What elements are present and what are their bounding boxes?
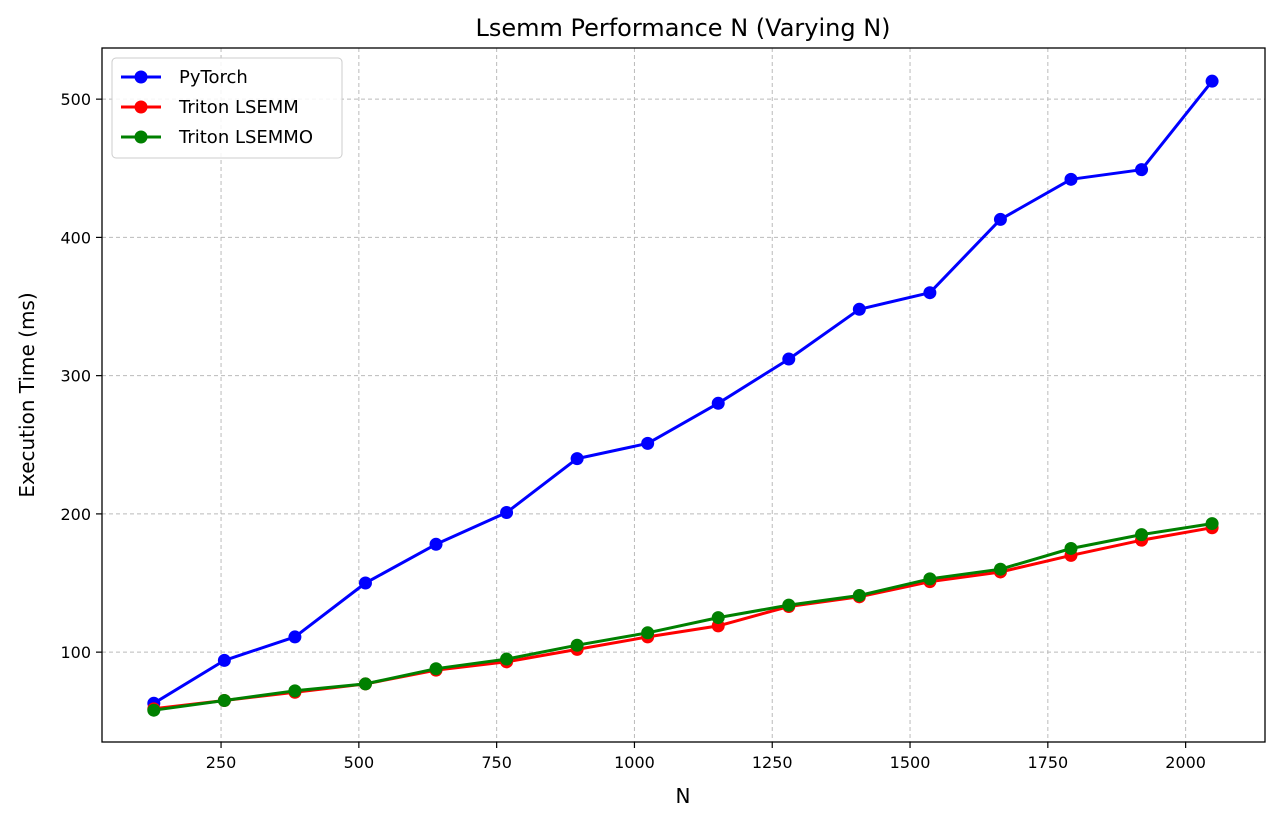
legend-label: Triton LSEMM bbox=[178, 97, 299, 118]
data-point bbox=[570, 638, 584, 652]
y-tick-label: 300 bbox=[60, 367, 91, 386]
legend-label: Triton LSEMMO bbox=[178, 127, 313, 148]
series-line bbox=[152, 79, 1214, 705]
y-tick-label: 500 bbox=[60, 90, 91, 109]
x-tick-label: 1750 bbox=[1027, 753, 1068, 772]
legend-marker bbox=[134, 70, 148, 84]
legend-marker bbox=[134, 130, 148, 144]
data-point bbox=[358, 576, 372, 590]
legend-marker bbox=[134, 100, 148, 114]
data-point bbox=[500, 652, 514, 666]
ticks: 250 500 750 1000 1250 1500 1750 2000 100 200 300 40… bbox=[60, 90, 1206, 772]
data-point bbox=[993, 562, 1007, 576]
data-point bbox=[1135, 163, 1149, 177]
series-line bbox=[152, 522, 1214, 712]
data-point bbox=[288, 684, 302, 698]
y-tick-label: 400 bbox=[60, 228, 91, 247]
y-tick-label: 100 bbox=[60, 643, 91, 662]
data-point bbox=[217, 694, 231, 708]
y-axis-title: Execution Time (ms) bbox=[15, 292, 39, 497]
data-point bbox=[217, 653, 231, 667]
data-point bbox=[570, 452, 584, 466]
data-point bbox=[711, 611, 725, 625]
series-triton-lsemmo bbox=[147, 517, 1219, 717]
x-tick-label: 2000 bbox=[1165, 753, 1206, 772]
data-point bbox=[147, 703, 161, 717]
data-point bbox=[852, 588, 866, 602]
plot-frame bbox=[101, 47, 1266, 743]
x-axis-title: N bbox=[676, 784, 691, 808]
data-point bbox=[1064, 172, 1078, 186]
x-tick-label: 750 bbox=[481, 753, 512, 772]
x-tick-label: 500 bbox=[344, 753, 375, 772]
data-point bbox=[429, 537, 443, 551]
legend-item: Triton LSEMM bbox=[121, 97, 299, 118]
x-tick-label: 250 bbox=[206, 753, 237, 772]
x-tick-label: 1500 bbox=[890, 753, 931, 772]
legend-item: Triton LSEMMO bbox=[121, 127, 313, 148]
data-point bbox=[711, 396, 725, 410]
y-tick-label: 200 bbox=[60, 505, 91, 524]
legend-box bbox=[111, 57, 343, 159]
data-point bbox=[641, 626, 655, 640]
x-tick-label: 1000 bbox=[614, 753, 655, 772]
data-point bbox=[288, 630, 302, 644]
legend-label: PyTorch bbox=[179, 67, 248, 88]
data-point bbox=[500, 506, 514, 520]
legend-item: PyTorch bbox=[121, 67, 248, 88]
data-point bbox=[1135, 528, 1149, 542]
series-layer bbox=[147, 74, 1219, 717]
legend: PyTorch Triton LSEMM Triton LSEMMO bbox=[111, 57, 343, 159]
data-point bbox=[993, 212, 1007, 226]
data-point bbox=[923, 286, 937, 300]
grid bbox=[102, 48, 1265, 742]
data-point bbox=[852, 302, 866, 316]
data-point bbox=[923, 572, 937, 586]
data-point bbox=[1064, 541, 1078, 555]
chart-title: Lsemm Performance N (Varying N) bbox=[475, 14, 890, 42]
data-point bbox=[358, 677, 372, 691]
data-point bbox=[1205, 74, 1219, 88]
x-tick-label: 1250 bbox=[752, 753, 793, 772]
data-point bbox=[641, 436, 655, 450]
data-point bbox=[1205, 517, 1219, 531]
data-point bbox=[782, 598, 796, 612]
data-point bbox=[782, 352, 796, 366]
data-point bbox=[429, 662, 443, 676]
